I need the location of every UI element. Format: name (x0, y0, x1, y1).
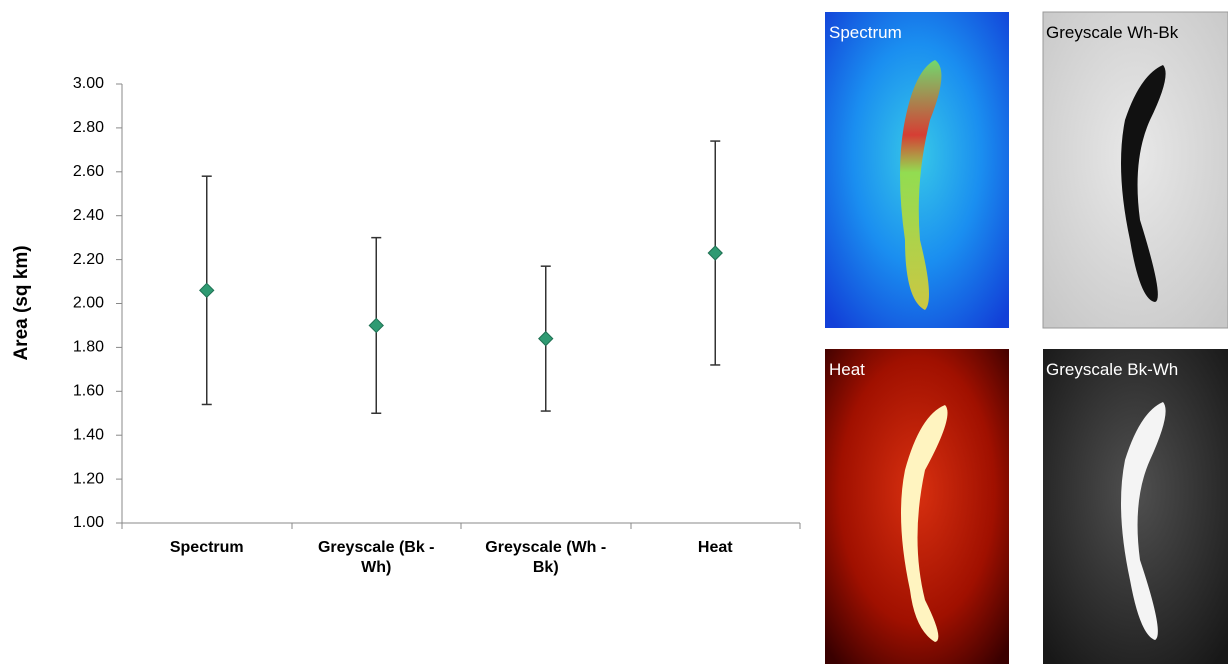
image-label: Spectrum (829, 23, 902, 42)
y-tick-label: 1.60 (73, 383, 104, 400)
x-tick-label: Spectrum (132, 538, 282, 558)
y-tick-label: 2.00 (73, 295, 104, 312)
y-tick-label: 2.60 (73, 163, 104, 180)
page: Area (sq km) Spectrum Greyscale Wh-Bk He… (0, 0, 1228, 664)
image-label: Greyscale Wh-Bk (1046, 23, 1179, 42)
y-tick-label: 1.20 (73, 470, 104, 487)
image-label: Heat (829, 360, 865, 379)
image-spectrum: Spectrum (825, 12, 1009, 328)
y-axis-label: Area (sq km) (11, 245, 32, 360)
image-greyscale-wh-bk: Greyscale Wh-Bk (1043, 12, 1228, 328)
marker (369, 318, 383, 332)
marker (200, 283, 214, 297)
image-greyscale-bk-wh: Greyscale Bk-Wh (1043, 349, 1228, 664)
y-tick-label: 2.20 (73, 251, 104, 268)
x-tick-label: Greyscale (Wh - Bk) (471, 538, 621, 578)
marker (708, 246, 722, 260)
y-tick-label: 1.00 (73, 514, 104, 531)
x-tick-label: Heat (640, 538, 790, 558)
y-tick-label: 2.40 (73, 207, 104, 224)
image-label: Greyscale Bk-Wh (1046, 360, 1178, 379)
y-tick-label: 1.80 (73, 339, 104, 356)
y-tick-label: 3.00 (73, 75, 104, 92)
x-tick-label: Greyscale (Bk - Wh) (301, 538, 451, 578)
marker (539, 332, 553, 346)
image-heat: Heat (825, 349, 1009, 664)
y-tick-label: 2.80 (73, 119, 104, 136)
x-tick-marks (122, 523, 800, 529)
y-tick-label: 1.40 (73, 426, 104, 443)
